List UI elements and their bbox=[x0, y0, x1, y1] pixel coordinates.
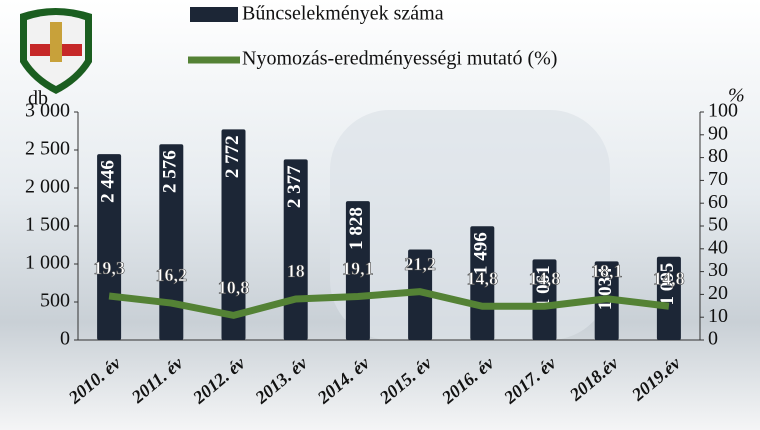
bar-value-label: 2 377 bbox=[284, 165, 305, 208]
y2-tick-label: 60 bbox=[708, 191, 728, 213]
line-value-label: 21,2 bbox=[404, 254, 436, 274]
legend-label: Nyomozás-eredményességi mutató (%) bbox=[242, 48, 557, 70]
bar-value-label: 2 772 bbox=[222, 135, 243, 178]
y-tick-label: 1 000 bbox=[25, 252, 70, 274]
y-tick-label: 1 500 bbox=[25, 214, 70, 236]
y2-tick-label: 90 bbox=[708, 122, 728, 144]
y2-tick-label: 20 bbox=[708, 282, 728, 304]
legend-label: Bűncselekmények száma bbox=[242, 3, 444, 25]
line-value-label: 16,2 bbox=[156, 265, 188, 285]
y2-tick-label: 70 bbox=[708, 168, 728, 190]
chart: Bűncselekmények száma Nyomozás-eredménye… bbox=[0, 0, 760, 430]
line-value-label: 14,8 bbox=[529, 268, 561, 288]
line-value-label: 19,1 bbox=[342, 259, 374, 279]
y2-tick-label: 100 bbox=[708, 100, 738, 122]
y-tick-label: 2 000 bbox=[25, 176, 70, 198]
y2-tick-label: 80 bbox=[708, 145, 728, 167]
y-tick-label: 500 bbox=[40, 290, 70, 312]
bar-value-label: 1 828 bbox=[346, 207, 367, 250]
legend-swatch-bar bbox=[190, 7, 238, 22]
y2-tick-label: 0 bbox=[708, 328, 718, 350]
y2-tick-label: 30 bbox=[708, 259, 728, 281]
y2-tick-label: 50 bbox=[708, 214, 728, 236]
y2-tick-label: 10 bbox=[708, 305, 728, 327]
line-value-label: 19,3 bbox=[93, 258, 125, 278]
y2-tick-label: 40 bbox=[708, 236, 728, 258]
y-tick-label: 2 500 bbox=[25, 138, 70, 160]
line-value-label: 10,8 bbox=[218, 278, 250, 298]
bar-value-label: 2 446 bbox=[97, 160, 118, 203]
line-value-label: 18 bbox=[287, 261, 305, 281]
bar-value-label: 2 576 bbox=[160, 150, 181, 193]
line-value-label: 18,1 bbox=[591, 261, 623, 281]
y-tick-label: 0 bbox=[60, 328, 70, 350]
y-tick-label: 3 000 bbox=[25, 100, 70, 122]
line-value-label: 14,8 bbox=[467, 268, 499, 288]
line-value-label: 14,8 bbox=[653, 268, 685, 288]
